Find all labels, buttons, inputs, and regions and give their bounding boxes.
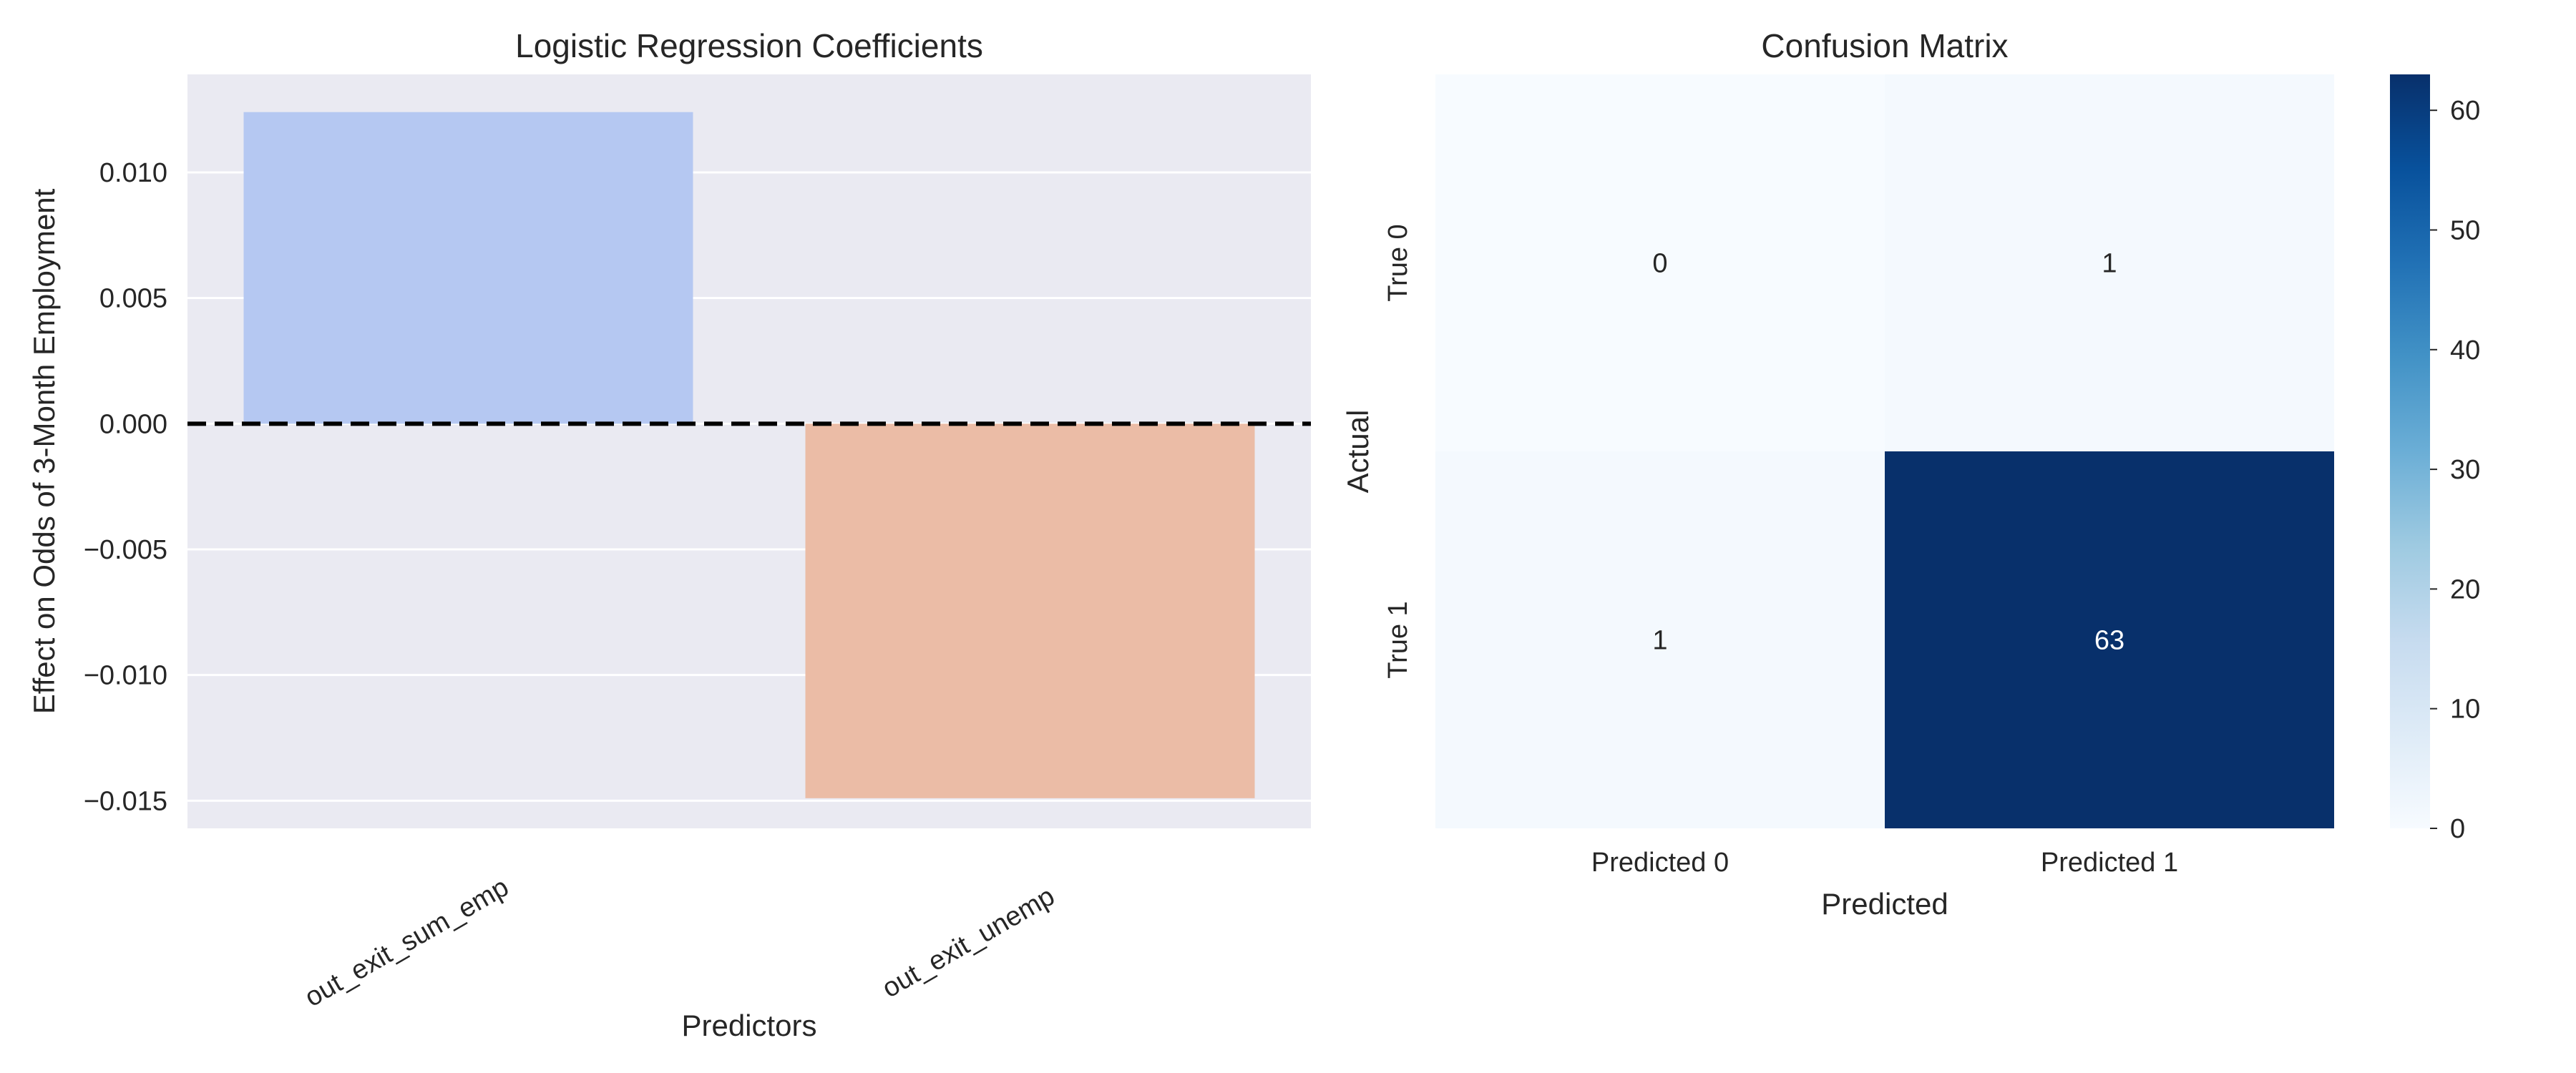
bar-x-tick-labels: out_exit_sum_emp out_exit_unemp xyxy=(300,872,1060,1013)
colorbar-tick-label: 20 xyxy=(2450,574,2480,604)
colorbar-tick-label: 0 xyxy=(2450,814,2465,844)
colorbar-tick-labels: 0 10 20 30 40 50 60 xyxy=(2430,96,2480,844)
heatmap-cell xyxy=(1435,451,1885,828)
heatmap-y-axis-label: Actual xyxy=(1341,410,1375,494)
heatmap-y-tick-label: True 0 xyxy=(1383,224,1413,301)
heatmap-y-tick-labels: True 0 True 1 xyxy=(1383,224,1413,678)
bar-y-tick-labels: 0.010 0.005 0.000 −0.005 −0.010 −0.015 xyxy=(84,158,167,816)
heatmap-cells: 0 1 1 63 xyxy=(1435,74,2334,828)
heatmap-cell-value: 1 xyxy=(2102,249,2117,279)
heatmap-y-tick-label: True 1 xyxy=(1383,601,1413,678)
heatmap-x-axis-label: Predicted xyxy=(1821,887,1948,921)
bar-y-axis-label: Effect on Odds of 3-Month Employment xyxy=(27,188,61,714)
heatmap-x-tick-label: Predicted 0 xyxy=(1591,848,1729,878)
bar-y-tick-label: −0.015 xyxy=(84,786,167,816)
bar-series xyxy=(243,112,1255,798)
bar-x-axis-label: Predictors xyxy=(681,1009,816,1042)
bar-y-tick-label: 0.005 xyxy=(99,284,167,314)
confusion-matrix-title: Confusion Matrix xyxy=(1761,27,2008,64)
heatmap-x-tick-label: Predicted 1 xyxy=(2041,848,2178,878)
heatmap-cell xyxy=(1435,74,1885,451)
colorbar-tick-label: 60 xyxy=(2450,96,2480,126)
bar-chart-title: Logistic Regression Coefficients xyxy=(515,27,983,64)
bar-y-tick-label: −0.010 xyxy=(84,661,167,691)
bar-y-tick-label: −0.005 xyxy=(84,535,167,565)
colorbar-tick-label: 30 xyxy=(2450,455,2480,485)
heatmap-x-tick-labels: Predicted 0 Predicted 1 xyxy=(1591,848,2178,878)
bar-out-exit-sum-emp xyxy=(243,112,693,424)
bar-x-tick-label: out_exit_unemp xyxy=(877,881,1060,1004)
bar-x-tick-label: out_exit_sum_emp xyxy=(300,872,514,1013)
colorbar-tick-label: 40 xyxy=(2450,335,2480,366)
heatmap-cell xyxy=(1885,451,2334,828)
colorbar xyxy=(2390,74,2430,828)
colorbar-tick-label: 10 xyxy=(2450,695,2480,725)
bar-chart: 0.010 0.005 0.000 −0.005 −0.010 −0.015 out_ex… xyxy=(27,27,1311,1042)
colorbar-tick-label: 50 xyxy=(2450,215,2480,245)
heatmap-cell xyxy=(1885,74,2334,451)
heatmap-cell-value: 1 xyxy=(1652,626,1667,656)
confusion-matrix-chart: 0 11 63 Predicted 0 Predicted 1 True 0True … xyxy=(1341,27,2480,921)
bar-y-tick-label: 0.000 xyxy=(99,409,167,439)
heatmap-cell-value: 0 xyxy=(1652,249,1667,279)
heatmap-cell-value: 63 xyxy=(2094,626,2124,656)
bar-out-exit-unemp xyxy=(805,423,1255,798)
bar-y-tick-label: 0.010 xyxy=(99,158,167,188)
